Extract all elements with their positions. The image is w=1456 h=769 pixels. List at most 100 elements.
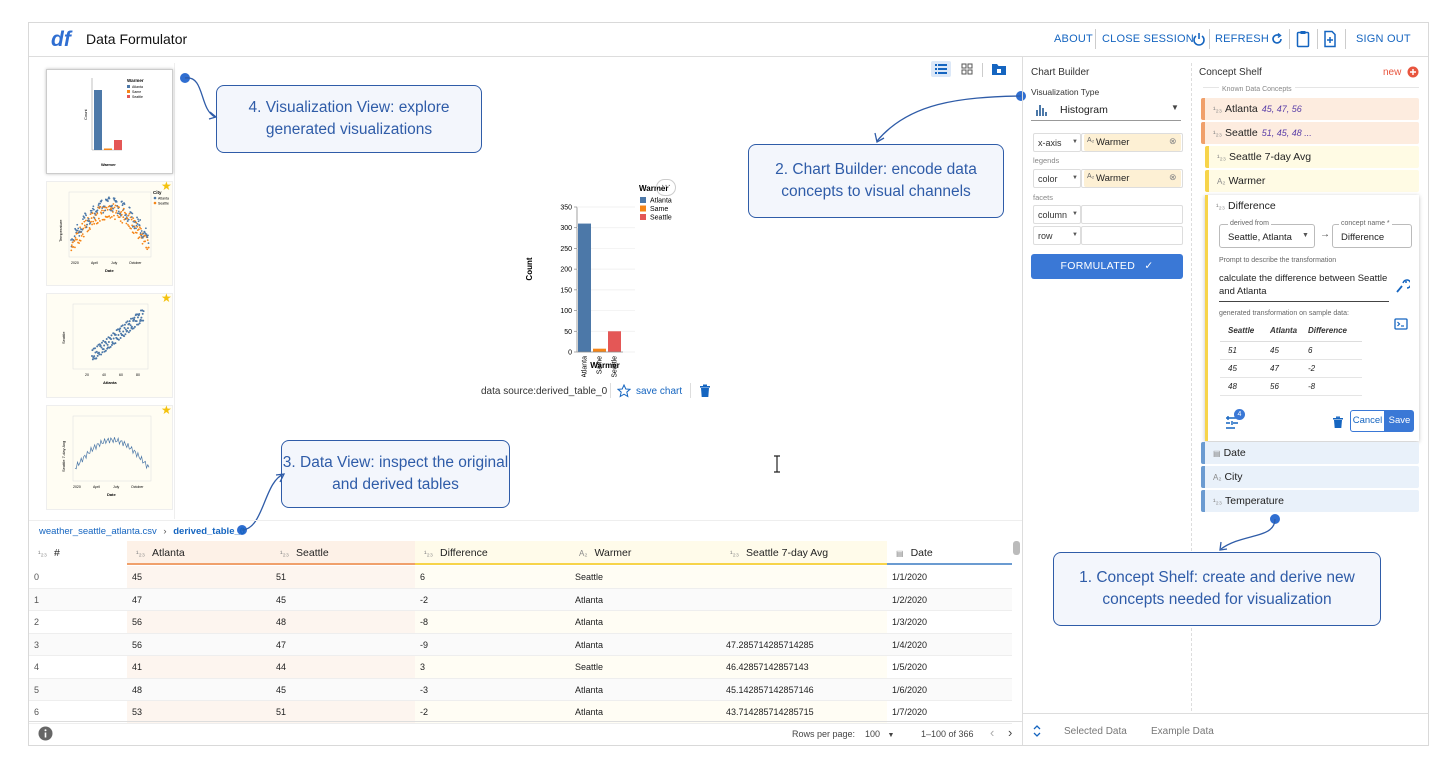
column-channel-select[interactable]: column ▼ [1033, 205, 1081, 224]
thumbnail-point [126, 329, 129, 332]
concept-difference[interactable]: ¹₂₃ Difference [1216, 200, 1276, 212]
thumbnail-point [135, 227, 137, 230]
thumbnail-point [133, 325, 136, 328]
thumbnail-point [96, 209, 99, 212]
derived-from-select[interactable]: derived from Seattle, Atlanta ▼ [1219, 220, 1315, 248]
column-header[interactable]: ¹₂₃ # [29, 541, 127, 565]
color-channel-select[interactable]: color ▼ [1033, 169, 1081, 188]
delete-icon[interactable] [1332, 416, 1344, 429]
grid-view-button[interactable] [957, 61, 977, 77]
concept-name: Temperature [1225, 495, 1284, 507]
thumbnail-point [82, 235, 85, 238]
concept-name: Date [1223, 447, 1246, 459]
xaxis-concept-chip[interactable]: A₂ Warmer ⊗ [1084, 134, 1181, 151]
remove-icon[interactable]: ⊗ [1169, 136, 1177, 146]
new-concept-button[interactable]: new [1383, 67, 1402, 78]
thumbnail-x-tick: July [113, 485, 119, 489]
sign-out-button[interactable]: SIGN OUT [1356, 33, 1411, 45]
parameters-button[interactable]: 4 [1224, 409, 1245, 431]
code-terminal-icon[interactable] [1394, 318, 1408, 330]
remove-icon[interactable]: ⊗ [1169, 172, 1177, 182]
thumbnail-point [127, 223, 129, 226]
color-concept-chip[interactable]: A₂ Warmer ⊗ [1084, 170, 1181, 187]
next-page-icon[interactable]: › [1008, 725, 1013, 740]
thumbnail-histogram[interactable]: Warmer Atlanta Same Seattle Count Warmer [46, 69, 173, 174]
list-view-button[interactable] [931, 61, 951, 77]
rows-per-page-select[interactable]: 100 ▼ [865, 729, 894, 739]
column-header[interactable]: ¹₂₃ Difference [415, 541, 570, 565]
xaxis-drop-field[interactable]: A₂ Warmer ⊗ [1081, 133, 1183, 152]
thumbnail-point [125, 213, 128, 216]
save-chart-button[interactable]: save chart [636, 386, 683, 397]
concept-seattle[interactable]: ¹₂₃ Seattle 51, 45, 48 ... [1201, 122, 1419, 144]
concept-seattle-7day-avg[interactable]: ¹₂₃ Seattle 7-day Avg [1205, 146, 1419, 168]
breadcrumb-current[interactable]: derived_table_0 [173, 526, 246, 537]
row-channel-select[interactable]: row ▼ [1033, 226, 1081, 245]
about-link[interactable]: ABOUT [1054, 33, 1093, 45]
thumbnail-seattle-7day-avg[interactable]: Seattle 7-day Avg 2020 April July Octobe… [46, 403, 173, 510]
thumbnail-temperature-scatter[interactable]: City Atlanta Seattle Temperature 2020 Ap… [46, 179, 173, 286]
formulated-button[interactable]: FORMULATED ✓ [1031, 254, 1183, 279]
ai-generate-icon[interactable] [1394, 279, 1410, 295]
concept-name: Difference [1228, 200, 1276, 212]
tab-example-data[interactable]: Example Data [1151, 726, 1214, 737]
xaxis-channel-select[interactable]: x-axis ▼ [1033, 133, 1081, 152]
thumbnail-point [122, 216, 125, 219]
starred-icon[interactable]: ★ [161, 403, 172, 417]
table-cell: Atlanta [570, 611, 721, 634]
delete-chart-icon[interactable] [699, 384, 711, 398]
callout-concept-title: 1. Concept Shelf: [1079, 569, 1199, 586]
concept-temperature[interactable]: ¹₂₃ Temperature [1201, 490, 1419, 512]
row-drop-field[interactable] [1081, 226, 1183, 245]
concept-date[interactable]: ▤ Date [1201, 442, 1419, 464]
starred-icon[interactable]: ★ [161, 291, 172, 305]
thumbnail-point [121, 221, 124, 224]
thumbnail-point [123, 203, 126, 206]
thumbnail-x-label: Warmer [101, 162, 116, 167]
concept-atlanta[interactable]: ¹₂₃ Atlanta 45, 47, 56 [1201, 98, 1419, 120]
chevron-down-icon: ▼ [1072, 232, 1078, 238]
close-session-button[interactable]: CLOSE SESSION [1102, 33, 1194, 45]
column-header[interactable]: ¹₂₃ Seattle [271, 541, 415, 565]
divider [29, 520, 1022, 521]
chevron-down-icon: ▼ [887, 732, 895, 739]
upload-file-icon[interactable] [1322, 29, 1338, 49]
color-concept-name: Warmer [1096, 173, 1130, 184]
refresh-icon[interactable] [1269, 29, 1285, 49]
concept-city[interactable]: A₂ City [1201, 466, 1419, 488]
starred-icon[interactable]: ★ [161, 179, 172, 193]
concept-name-input[interactable]: concept name * Difference [1332, 220, 1412, 248]
table-cell: 1 [29, 588, 127, 611]
viz-type-label: Visualization Type [1031, 87, 1100, 97]
breadcrumb-file[interactable]: weather_seattle_atlanta.csv [39, 526, 157, 537]
thumbnail-temperature-chart: City Atlanta Seattle Temperature 2020 Ap… [58, 190, 169, 273]
delete-all-button[interactable] [989, 61, 1009, 77]
thumbnail-seattle-vs-atlanta[interactable]: Seattle 20 40 60 80 Atlanta ★ [46, 291, 173, 398]
power-icon[interactable] [1191, 29, 1207, 49]
save-button[interactable]: Save [1385, 410, 1414, 432]
add-circle-icon[interactable] [1407, 66, 1419, 78]
clipboard-icon[interactable] [1295, 29, 1311, 49]
tab-selected-data[interactable]: Selected Data [1064, 726, 1127, 737]
cancel-button[interactable]: Cancel [1350, 410, 1385, 432]
info-icon[interactable] [38, 726, 53, 741]
previous-page-icon[interactable]: ‹ [990, 725, 995, 740]
scrollbar-thumb[interactable] [1013, 541, 1020, 555]
color-drop-field[interactable]: A₂ Warmer ⊗ [1081, 169, 1183, 188]
column-header[interactable]: ¹₂₃ Atlanta [127, 541, 271, 565]
column-header[interactable]: A₂ Warmer [570, 541, 721, 565]
column-header-label: Seattle [296, 547, 329, 559]
column-drop-field[interactable] [1081, 205, 1183, 224]
column-header[interactable]: ▤ Date [887, 541, 1012, 565]
thumbnail-point [138, 322, 141, 325]
expand-icon[interactable] [1032, 724, 1042, 738]
refresh-button[interactable]: REFRESH [1215, 33, 1269, 45]
thumbnail-point [104, 206, 106, 209]
concept-warmer[interactable]: A₂ Warmer [1205, 170, 1419, 192]
viz-type-select[interactable]: Histogram ▼ [1031, 99, 1181, 121]
star-outline-icon[interactable] [617, 384, 631, 398]
thumbnail-point [139, 219, 142, 221]
chart-options-button[interactable]: ··· [656, 179, 676, 196]
column-header[interactable]: ¹₂₃ Seattle 7-day Avg [721, 541, 887, 565]
prompt-input[interactable]: calculate the difference between Seattle… [1219, 272, 1389, 302]
